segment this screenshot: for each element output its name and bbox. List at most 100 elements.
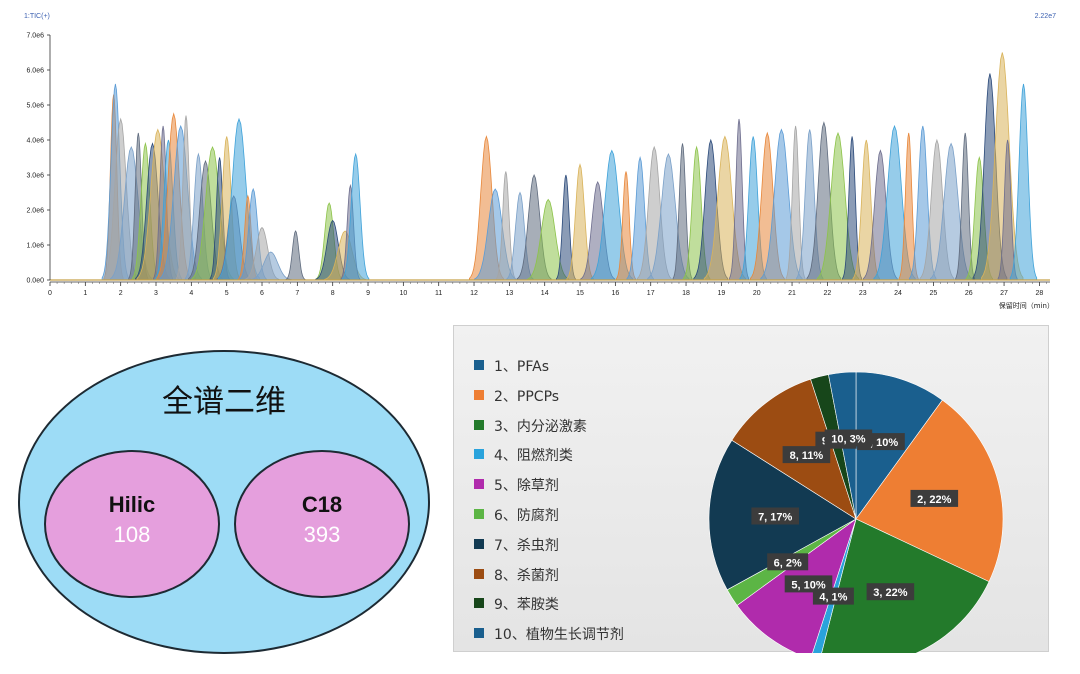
legend-label: 5、除草剂 [494,478,559,495]
tic-y-tick-label: 3.0e6 [26,173,44,180]
tic-title: 1:TIC(+) [24,13,50,20]
pie-data-label: 2, 22% [917,494,951,506]
tic-x-tick-label: 5 [225,290,229,297]
tic-peaks [101,52,1038,281]
tic-x-tick-label: 3 [154,290,158,297]
tic-x-tick-label: 9 [366,290,370,297]
legend-swatch [474,360,484,370]
tic-x-tick-label: 17 [647,290,655,297]
pie-data-label: 8, 11% [790,450,824,462]
pie-chart-panel: 1、PFAs 2、PPCPs 3、内分泌激素 4、阻燃剂类 5、除草剂 6、防腐剂 7、杀虫… [453,325,1049,653]
legend-swatch [474,449,484,460]
tic-y-tick-label: 2.0e6 [26,208,44,215]
pie-data-label-bg [866,583,915,601]
tic-x-tick-label: 2 [119,290,123,297]
legend-swatch [474,479,484,490]
tic-x-tick-label: 10 [399,290,407,297]
legend-item: 9、苯胺类 [474,594,714,614]
legend-item: 4、阻燃剂类 [474,445,714,465]
pie-data-label: 5, 10% [791,579,825,591]
tic-x-tick-label: 23 [859,290,867,297]
tic-y-tick-label: 7.0e6 [26,33,44,40]
tic-y-tick-label: 0.0e0 [26,278,44,285]
legend-item: 8、杀菌剂 [474,565,714,585]
tic-x-tick-label: 4 [189,290,193,297]
tic-x-tick-label: 0 [48,290,52,297]
legend-swatch [474,598,484,609]
tic-peak [285,230,306,281]
venn-c18-name: C18 [301,492,343,517]
venn-hilic-circle: Hilic 108 [44,450,220,598]
venn-diagram: 全谱二维 Hilic 108 C18 393 [18,350,438,662]
tic-peak [341,152,370,281]
legend-swatch [474,628,484,639]
pie-data-label-bg [824,429,873,447]
legend-label: 10、植物生长调节剂 [494,627,624,644]
legend-item: 6、防腐剂 [474,505,714,525]
pie-data-label-bg [782,446,831,464]
tic-x-tick-label: 6 [260,290,264,297]
legend-swatch [474,538,484,549]
legend-label: 3、内分泌激素 [494,418,587,435]
legend-swatch [474,509,484,519]
tic-x-tick-label: 13 [505,290,513,297]
legend-item: 7、杀虫剂 [474,535,714,555]
pie-data-label: 3, 22% [873,587,907,599]
venn-title: 全谱二维 [162,384,286,420]
pie-data-label-bg [784,575,833,593]
tic-peak [1009,83,1038,281]
tic-x-axis-label: 保留时间（min） [999,301,1054,310]
tic-x-tick-label: 7 [295,290,299,297]
venn-hilic-count: 108 [113,522,151,547]
legend-label: 2、PPCPs [494,388,560,405]
tic-y-tick-label: 6.0e6 [26,68,44,75]
venn-c18-circle: C18 393 [234,450,410,598]
tic-x-tick-label: 27 [1000,290,1008,297]
tic-x-tick-label: 25 [929,290,937,297]
legend-item: 1、PFAs [474,356,714,376]
tic-y-tick-label: 4.0e6 [26,138,44,145]
tic-x-tick-label: 20 [753,290,761,297]
tic-x-tick-label: 22 [823,290,831,297]
tic-x-tick-label: 1 [83,290,87,297]
tic-chromatogram: 1:TIC(+) 2.22e7 0.0e0 1.0e6 2.0e6 3.0e6 4.0e… [24,13,1057,310]
legend-swatch [474,419,484,430]
legend-label: 1、PFAs [494,359,549,375]
legend-item: 2、PPCPs [474,386,714,406]
tic-y-tick-label: 5.0e6 [26,103,44,110]
legend-item: 5、除草剂 [474,475,714,495]
legend-swatch [474,568,484,579]
pie-data-label-bg [751,507,799,525]
tic-axes: 0.0e0 1.0e6 2.0e6 3.0e6 4.0e6 5.0e6 6.0e6 7.0e6… [26,33,1050,297]
venn-hilic-name: Hilic [108,492,156,517]
tic-x-tick-label: 14 [541,290,549,297]
legend-label: 8、杀菌剂 [494,567,559,584]
legend-label: 6、防腐剂 [494,508,559,524]
tic-x-tick-label: 18 [682,290,690,297]
legend-item: 10、植物生长调节剂 [474,624,714,644]
tic-x-tick-label: 28 [1036,290,1044,297]
tic-x-tick-label: 24 [894,290,902,297]
tic-x-tick-label: 12 [470,290,478,297]
legend-label: 7、杀虫剂 [494,537,559,554]
pie-data-label-bg [910,489,959,507]
legend-label: 9、苯胺类 [494,597,559,614]
tic-x-tick-label: 19 [717,290,725,297]
pie-data-label: 10, 3% [831,434,865,446]
pie-data-label: 6, 2% [774,557,802,569]
pie-data-label: 7, 17% [758,512,792,524]
tic-x-tick-label: 8 [331,290,335,297]
legend-item: 3、内分泌激素 [474,416,714,436]
tic-x-tick-label: 11 [435,290,442,297]
pie-data-label: 1, 10% [864,437,898,449]
tic-y-tick-label: 1.0e6 [26,243,44,250]
tic-x-tick-label: 21 [788,290,796,297]
tic-x-tick-label: 26 [965,290,973,297]
tic-scale-label: 2.22e7 [1035,13,1057,20]
legend-label: 4、阻燃剂类 [494,448,573,465]
tic-x-tick-label: 16 [611,290,619,297]
pie-data-label: 4, 1% [819,592,847,604]
venn-c18-count: 393 [303,522,341,547]
legend-swatch [474,389,484,400]
tic-x-tick-label: 15 [576,290,584,297]
